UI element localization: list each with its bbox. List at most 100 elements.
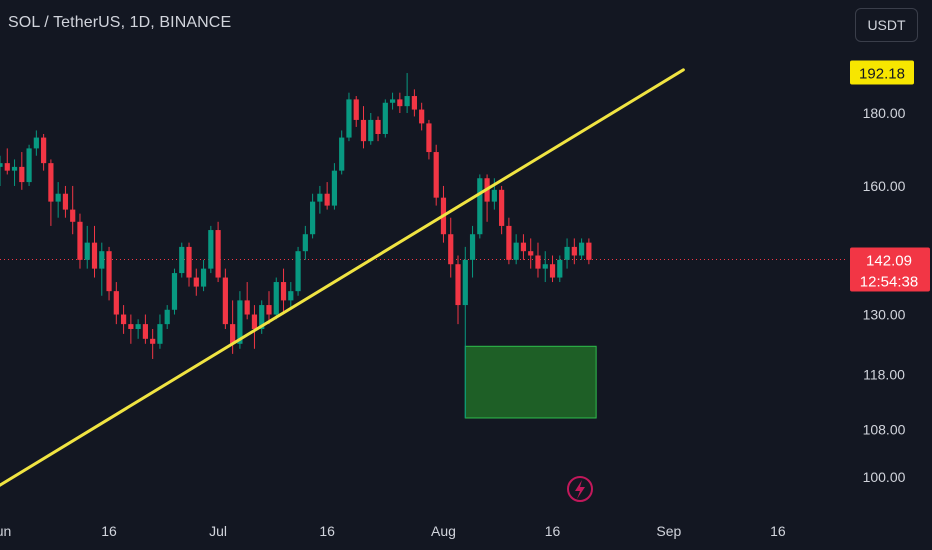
candle	[142, 314, 148, 344]
candle	[368, 113, 374, 145]
candle	[520, 234, 527, 260]
candle	[426, 119, 432, 160]
candle-body	[579, 242, 585, 256]
y-tick-label: 108.00	[863, 421, 906, 437]
candle-body	[477, 178, 483, 235]
candle-body	[571, 246, 577, 256]
candle-body	[535, 255, 541, 269]
candle-body	[469, 234, 476, 260]
candle-body	[506, 225, 512, 260]
candle	[244, 282, 250, 320]
candle-body	[346, 99, 352, 138]
candle-body	[11, 166, 18, 171]
candle-body	[200, 268, 207, 287]
candle	[389, 92, 396, 110]
candle	[179, 242, 185, 278]
current-price-badge	[850, 247, 930, 292]
candle-body	[520, 242, 527, 252]
candle-body	[179, 246, 185, 274]
candle-body	[295, 251, 301, 292]
candle-body	[62, 193, 69, 210]
candle-body	[433, 152, 439, 198]
candle	[557, 255, 563, 283]
candle	[280, 268, 287, 315]
candle-body	[208, 230, 214, 269]
candle	[324, 182, 330, 210]
plot-area	[0, 68, 848, 487]
trendline	[0, 68, 685, 487]
candle	[62, 185, 69, 218]
x-tick-label: 16	[770, 523, 786, 539]
candle	[288, 282, 294, 310]
candle	[310, 193, 316, 239]
candle	[266, 291, 272, 325]
candle-body	[586, 242, 592, 260]
candle-body	[230, 324, 236, 344]
candle	[433, 144, 439, 206]
candle-body	[288, 291, 294, 301]
x-tick-label: Sep	[656, 523, 681, 539]
y-tick-label: 100.00	[863, 469, 906, 485]
candle	[397, 92, 403, 113]
candle	[164, 305, 170, 329]
y-tick-label: 160.00	[863, 178, 906, 194]
candle-body	[135, 324, 141, 329]
candle	[128, 314, 134, 344]
candle-body	[455, 264, 461, 306]
candle-body	[499, 189, 505, 226]
candle-body	[273, 282, 279, 315]
candle	[455, 255, 461, 325]
candle	[84, 225, 90, 269]
candle-body	[106, 251, 112, 292]
candle-body	[215, 230, 221, 278]
candle-body	[4, 163, 10, 171]
candle-body	[389, 99, 396, 103]
candle	[295, 246, 301, 296]
candle-body	[91, 242, 98, 269]
chart-title[interactable]: SOL / TetherUS, 1D, BINANCE	[8, 14, 232, 31]
candle	[331, 163, 338, 210]
x-tick-label: 16	[319, 523, 335, 539]
candle-body	[128, 324, 134, 329]
candle-body	[310, 201, 316, 235]
candle-body	[368, 119, 374, 142]
candle-body	[26, 148, 32, 183]
y-tick-label: 130.00	[863, 307, 906, 323]
marked-price-badge	[850, 60, 914, 85]
candle	[99, 242, 105, 296]
candle	[11, 159, 18, 186]
candle-body	[237, 300, 243, 344]
candle	[339, 130, 345, 175]
candle	[419, 102, 425, 131]
candle	[19, 152, 25, 190]
y-tick-label: 118.00	[863, 367, 905, 383]
candle	[506, 217, 512, 265]
candle	[375, 116, 381, 142]
candle-body	[150, 338, 156, 344]
candle	[113, 282, 119, 325]
candle	[120, 305, 127, 334]
candle-body	[564, 246, 570, 260]
candle-body	[222, 277, 228, 325]
candle-body	[491, 189, 497, 202]
candle	[208, 225, 214, 274]
currency-button[interactable]: USDT	[855, 8, 918, 42]
candle-body	[397, 99, 403, 107]
candle-body	[33, 137, 39, 149]
candle-body	[528, 251, 534, 256]
candle	[215, 221, 221, 283]
candle-body	[411, 96, 417, 110]
candle-body	[244, 300, 250, 315]
candle	[55, 182, 61, 218]
demand-zone	[464, 345, 597, 419]
candle	[157, 314, 163, 349]
candle	[382, 99, 388, 138]
candle-body	[324, 193, 330, 206]
lightning-icon[interactable]	[567, 476, 593, 502]
candle-body	[157, 324, 163, 344]
candle-body	[513, 242, 519, 260]
candle-body	[331, 170, 338, 206]
candle-body	[375, 119, 381, 134]
candle	[193, 268, 199, 296]
